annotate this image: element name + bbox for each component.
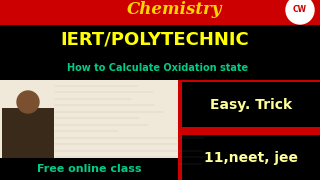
Bar [2, 108, 54, 180]
Bar [182, 135, 320, 180]
Text: 11,neet, jee: 11,neet, jee [204, 151, 298, 165]
Bar [0, 25, 320, 55]
Bar [0, 80, 178, 180]
Bar [0, 158, 178, 180]
Bar [0, 55, 320, 80]
Text: Easy. Trick: Easy. Trick [210, 98, 292, 112]
Circle shape [17, 91, 39, 113]
Text: Free online class: Free online class [37, 164, 141, 174]
Text: IERT/POLYTECHNIC: IERT/POLYTECHNIC [60, 31, 249, 49]
Circle shape [286, 0, 314, 24]
Bar [182, 82, 320, 127]
Text: CW: CW [293, 6, 307, 15]
Text: Chemistry: Chemistry [127, 1, 223, 19]
Text: How to Calculate Oxidation state: How to Calculate Oxidation state [68, 63, 249, 73]
